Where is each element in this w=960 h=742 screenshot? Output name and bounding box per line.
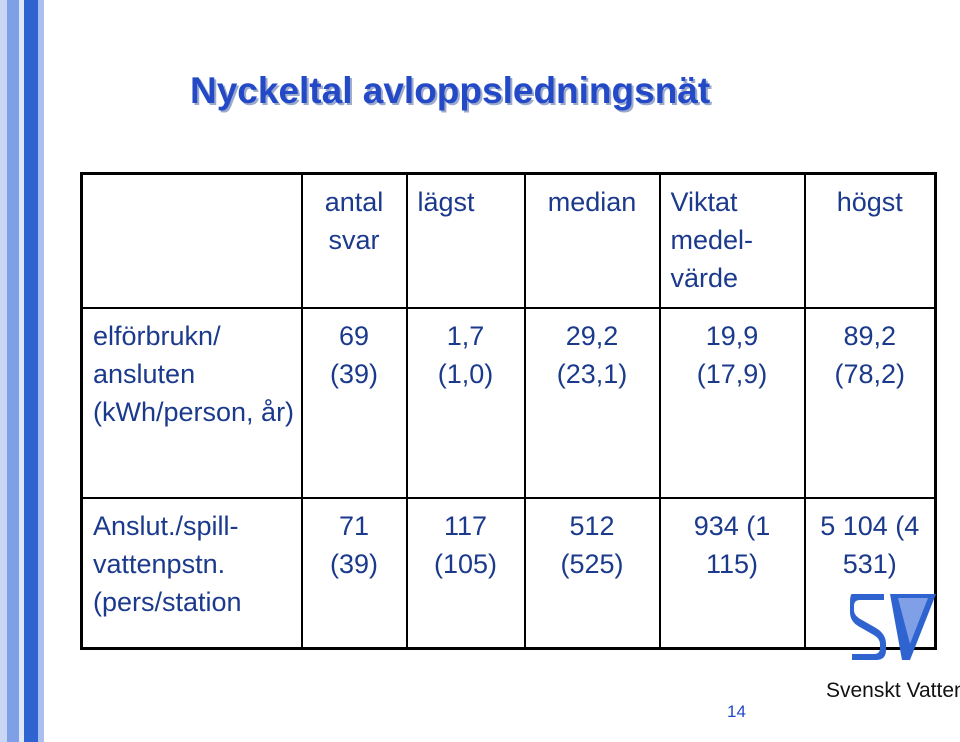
cell-value: 934 (1 115) (693, 511, 771, 579)
cell-value: 1,7 (1,0) (437, 321, 494, 389)
slide-title: Nyckeltal avloppsledningsnät (190, 70, 711, 111)
decor-stripe (19, 0, 24, 742)
table-cell: 117 (105) (405, 497, 526, 650)
cell-value: 89,2 (78,2) (834, 321, 906, 389)
decor-stripe (0, 0, 7, 742)
header-cell: Viktat medel- värde (658, 172, 806, 309)
decor-stripe (7, 0, 19, 742)
cell-value: 19,9 (17,9) (696, 321, 768, 389)
table-cell: 19,9 (17,9) (658, 307, 806, 499)
table-cell: 89,2 (78,2) (803, 307, 937, 499)
header-cell: högst (803, 172, 937, 309)
table-cell: 29,2 (23,1) (523, 307, 661, 499)
table-cell: 1,7 (1,0) (405, 307, 526, 499)
header-cell (80, 172, 303, 309)
header-cell: lägst (405, 172, 526, 309)
table-header-row: antal svar lägst median Viktat medel- vä… (80, 172, 937, 309)
table-row: Anslut./spill- vattenpstn. (pers/station… (80, 497, 937, 650)
row-label: Anslut./spill- vattenpstn. (pers/station (80, 497, 303, 650)
header-cell: median (523, 172, 661, 309)
header-cell: antal svar (300, 172, 408, 309)
header-text: Viktat medel- värde (670, 187, 754, 293)
logo-text: Svenskt Vatten (826, 679, 960, 702)
cell-value: 71 (39) (329, 511, 378, 579)
cell-value: 69 (39) (329, 321, 378, 389)
svenskt-vatten-logo-icon (850, 594, 936, 660)
row-label: elförbrukn/ ansluten (kWh/person, år) (80, 307, 303, 499)
cell-value: 5 104 (4 531) (820, 511, 920, 579)
table-cell: 71 (39) (300, 497, 408, 650)
table-cell: 512 (525) (523, 497, 661, 650)
header-text: antal svar (324, 187, 384, 255)
decor-stripe (24, 0, 38, 742)
kpi-table: antal svar lägst median Viktat medel- vä… (80, 172, 937, 650)
table-cell: 69 (39) (300, 307, 408, 499)
table-cell: 934 (1 115) (658, 497, 806, 650)
decor-stripe (38, 0, 44, 742)
cell-value: 29,2 (23,1) (556, 321, 628, 389)
cell-value: 512 (525) (560, 511, 624, 579)
cell-value: 117 (105) (433, 511, 498, 579)
page-number: 14 (727, 702, 746, 721)
table-row: elförbrukn/ ansluten (kWh/person, år) 69… (80, 307, 937, 499)
